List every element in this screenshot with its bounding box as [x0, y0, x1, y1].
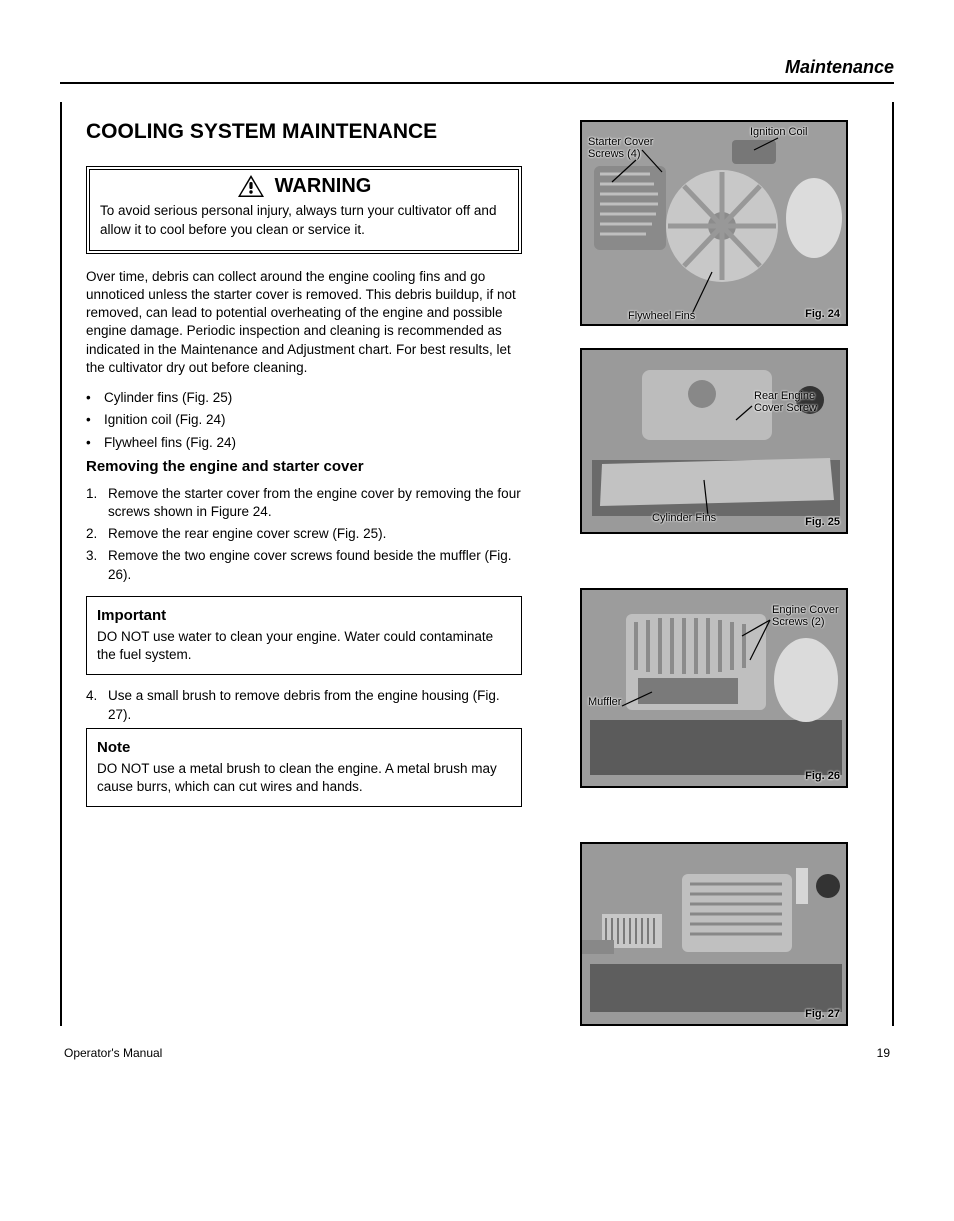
page: Maintenance COOLING SYSTEM MAINTENANCE W…: [0, 0, 954, 1100]
list-item: • Ignition coil (Fig. 24): [86, 411, 522, 429]
list-item: 4. Use a small brush to remove debris fr…: [86, 687, 522, 723]
figure-caption: Fig. 26: [805, 770, 840, 782]
callout-label: Engine Cover: [772, 604, 839, 616]
note-box: Note DO NOT use a metal brush to clean t…: [86, 728, 522, 807]
bullet-icon: •: [86, 389, 104, 407]
callout-label: Cover Screw: [754, 402, 817, 414]
warning-text: To avoid serious personal injury, always…: [100, 202, 508, 240]
right-column: Ignition Coil Starter Cover Screws (4) F…: [532, 120, 872, 1026]
figure-caption: Fig. 27: [805, 1008, 840, 1020]
warning-box: WARNING To avoid serious personal injury…: [86, 166, 522, 254]
figure-25: Rear Engine Cover Screw Cylinder Fins Fi…: [580, 348, 848, 534]
bullet-list: • Cylinder fins (Fig. 25) • Ignition coi…: [86, 389, 522, 452]
bullet-text: Cylinder fins (Fig. 25): [104, 389, 232, 407]
note-text: DO NOT use a metal brush to clean the en…: [97, 760, 511, 796]
list-item: • Cylinder fins (Fig. 25): [86, 389, 522, 407]
important-box: Important DO NOT use water to clean your…: [86, 596, 522, 675]
subheading-remove: Removing the engine and starter cover: [86, 458, 522, 475]
left-column: COOLING SYSTEM MAINTENANCE WARNING To av…: [62, 120, 532, 1026]
figure-caption: Fig. 25: [805, 516, 840, 528]
important-text: DO NOT use water to clean your engine. W…: [97, 628, 511, 664]
footer-left: Operator's Manual: [64, 1046, 162, 1060]
list-item: 1. Remove the starter cover from the eng…: [86, 485, 522, 521]
figure-26: Engine Cover Screws (2) Muffler Fig. 26: [580, 588, 848, 788]
callout-label: Screws (4): [588, 148, 641, 160]
important-label: Important: [97, 607, 511, 624]
bullet-text: Ignition coil (Fig. 24): [104, 411, 226, 429]
bullet-text: Flywheel fins (Fig. 24): [104, 434, 236, 452]
page-footer: Operator's Manual 19: [60, 1026, 894, 1060]
warning-icon: [237, 174, 265, 198]
intro-paragraph: Over time, debris can collect around the…: [86, 268, 522, 377]
figure-27: Fig. 27: [580, 842, 848, 1026]
step-text: Remove the two engine cover screws found…: [108, 547, 522, 583]
page-header: Maintenance: [60, 40, 894, 84]
warning-label: WARNING: [275, 175, 372, 198]
callout-label: Flywheel Fins: [628, 310, 695, 322]
header-title: Maintenance: [785, 57, 894, 78]
list-item: 3. Remove the two engine cover screws fo…: [86, 547, 522, 583]
step-text: Use a small brush to remove debris from …: [108, 687, 522, 723]
callout-label: Muffler: [588, 696, 621, 708]
warning-header: WARNING: [100, 174, 508, 198]
step-number: 3.: [86, 547, 108, 583]
callout-label: Rear Engine: [754, 390, 815, 402]
step-text: Remove the starter cover from the engine…: [108, 485, 522, 521]
main-content: COOLING SYSTEM MAINTENANCE WARNING To av…: [60, 102, 894, 1026]
figure-caption: Fig. 24: [805, 308, 840, 320]
footer-page-number: 19: [877, 1046, 890, 1060]
callout-label: Starter Cover: [588, 136, 653, 148]
bullet-icon: •: [86, 411, 104, 429]
step-number: 4.: [86, 687, 108, 723]
step-number: 1.: [86, 485, 108, 521]
step-text: Remove the rear engine cover screw (Fig.…: [108, 525, 386, 543]
note-label: Note: [97, 739, 511, 756]
callout-label: Screws (2): [772, 616, 825, 628]
section-heading: COOLING SYSTEM MAINTENANCE: [86, 120, 522, 144]
callout-label: Cylinder Fins: [652, 512, 716, 524]
list-item: 2. Remove the rear engine cover screw (F…: [86, 525, 522, 543]
callout-label: Ignition Coil: [750, 126, 807, 138]
list-item: • Flywheel fins (Fig. 24): [86, 434, 522, 452]
step-number: 2.: [86, 525, 108, 543]
figure-24: Ignition Coil Starter Cover Screws (4) F…: [580, 120, 848, 326]
bullet-icon: •: [86, 434, 104, 452]
